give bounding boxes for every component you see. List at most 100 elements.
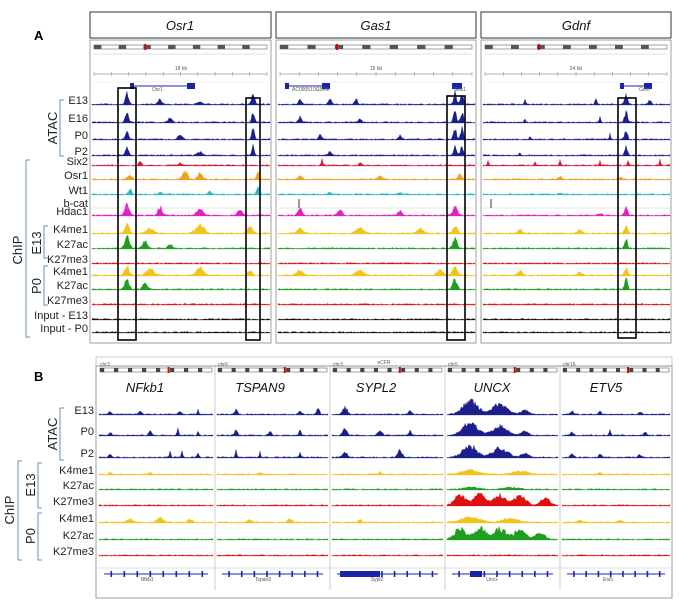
b-gene-model-uncx: Uncx [486, 577, 498, 583]
ideogram-band-b-1 [231, 368, 236, 372]
signal-b-row5-c2 [331, 504, 444, 507]
b-gene-exon-3 [483, 571, 486, 577]
ideogram-band-b-1 [245, 368, 250, 372]
ideogram-band-b-0 [198, 368, 203, 372]
b-gene-exon-4 [585, 571, 587, 577]
gene-title-etv5: ETV5 [590, 380, 623, 395]
ideogram-band-b-4 [616, 368, 620, 372]
track-label-a-8: Hdac1 [56, 206, 88, 218]
signal-a-row0-f0 [91, 91, 271, 106]
signal-a-row16-f1 [277, 331, 476, 334]
gene-model-label-ac: AC090510G5Rik [292, 87, 330, 93]
signal-a-row13-f1 [277, 278, 476, 291]
ideogram-band-b-4 [629, 368, 634, 372]
ideogram-band-a-1 [307, 45, 316, 49]
signal-a-row16-f2 [482, 331, 671, 334]
gene-title-sypl2: SYPL2 [356, 380, 397, 395]
ideogram-band-b-1 [218, 368, 223, 372]
gene-model-exon-a-3 [644, 83, 652, 89]
track-label-b-3: K4me1 [59, 465, 94, 477]
signal-a-row6-f0 [91, 186, 271, 196]
b-gene-exon-1 [266, 571, 268, 577]
b-chip-group-label: ChIP [2, 496, 17, 525]
ideogram-band-a-1 [334, 45, 344, 49]
ideogram-band-b-4 [576, 368, 581, 372]
gene-title-gas1: Gas1 [360, 18, 391, 33]
ideogram-band-a-2 [615, 45, 623, 49]
track-label-a-5: Osr1 [64, 170, 88, 182]
track-label-b-7: K27ac [63, 530, 95, 542]
signal-b-row0-c2 [331, 405, 444, 416]
signal-b-row8-c3 [446, 554, 559, 557]
browser-frame-gas1 [275, 39, 477, 344]
signal-b-row2-c0 [98, 450, 214, 459]
b-gene-exon-4 [646, 571, 649, 577]
signal-a-row12-f1 [277, 266, 476, 277]
gene-model-label-gdnf: Gdnf [639, 87, 650, 93]
b-atac-group-label: ATAC [45, 418, 60, 451]
ideogram-band-b-2 [333, 368, 338, 372]
signal-b-row4-c4 [561, 488, 671, 491]
signal-a-row0-f2 [482, 93, 671, 106]
ideogram-band-b-0 [170, 368, 175, 372]
highlight-box-osr1-2 [245, 97, 261, 341]
signal-b-row4-c2 [331, 488, 444, 491]
ideogram-band-b-0 [142, 368, 147, 372]
b-gene-block-sypl2 [340, 571, 380, 577]
gene-title-osr1: Osr1 [166, 18, 194, 33]
panel-b-label: B [34, 369, 43, 384]
gene-header-box-gas1 [275, 11, 477, 39]
signal-a-row12-f0 [91, 264, 271, 277]
track-label-a-0: E13 [68, 95, 88, 107]
signal-b-row1-c4 [561, 428, 671, 437]
b-gene-exon-2 [381, 571, 383, 577]
ideogram-band-b-1 [272, 368, 277, 372]
ideogram-marker-b-1 [283, 367, 286, 373]
ideogram-marker-b-2 [398, 367, 401, 373]
ideogram-band-a-2 [511, 45, 519, 49]
gene-model-exon-a-2 [454, 83, 462, 89]
signal-b-row7-c4 [561, 538, 671, 541]
gene-header-box-osr1 [89, 11, 272, 39]
signal-b-row5-c4 [561, 504, 671, 507]
gene-model-exon-a-1 [322, 83, 330, 89]
signal-a-row3-f1 [277, 144, 476, 157]
ideogram-marker-a-0 [144, 44, 147, 50]
signal-b-row3-c3 [446, 468, 559, 476]
signal-a-row13-f0 [91, 278, 271, 291]
signal-a-row8-f1 [277, 205, 476, 217]
signal-b-row1-c1 [216, 429, 329, 437]
b-gene-exon-4 [634, 571, 636, 577]
signal-b-row3-c2 [331, 470, 444, 476]
signal-a-row4-f0 [91, 160, 271, 167]
signal-b-row2-c3 [446, 444, 559, 459]
chrom-label-b-4: chr16 [563, 362, 576, 368]
signal-a-row11-f2 [482, 262, 671, 265]
signal-b-row6-c0 [98, 516, 214, 524]
signal-a-row8-f2 [482, 205, 671, 217]
signal-b-row8-c0 [98, 554, 214, 557]
track-label-b-6: K4me1 [59, 513, 94, 525]
gene-model-exon2-a-2 [452, 83, 456, 89]
signal-a-row4-f2 [482, 158, 671, 167]
signal-a-row12-f2 [482, 266, 671, 277]
signal-a-row1-f1 [277, 110, 476, 124]
track-label-b-5: K27me3 [53, 496, 94, 508]
signal-b-row6-c2 [331, 519, 444, 524]
signal-b-row5-c3 [446, 492, 559, 507]
signal-b-row8-c1 [216, 554, 329, 557]
gene-title-uncx: UNCX [474, 380, 512, 395]
signal-b-row6-c4 [561, 519, 671, 524]
ideogram-band-a-0 [94, 45, 102, 49]
e13-group-label: E13 [29, 231, 44, 254]
signal-a-row15-f2 [482, 318, 671, 321]
gene-title-gdnf: Gdnf [562, 18, 592, 33]
signal-b-row4-c3 [446, 486, 559, 491]
panel-b-tracks [98, 398, 671, 557]
panel-a-brackets [25, 99, 64, 338]
ideogram-band-b-2 [360, 368, 365, 372]
b-gene-exon-0 [188, 571, 191, 577]
signal-a-row3-f0 [91, 144, 271, 157]
track-label-a-2: P0 [75, 130, 88, 142]
